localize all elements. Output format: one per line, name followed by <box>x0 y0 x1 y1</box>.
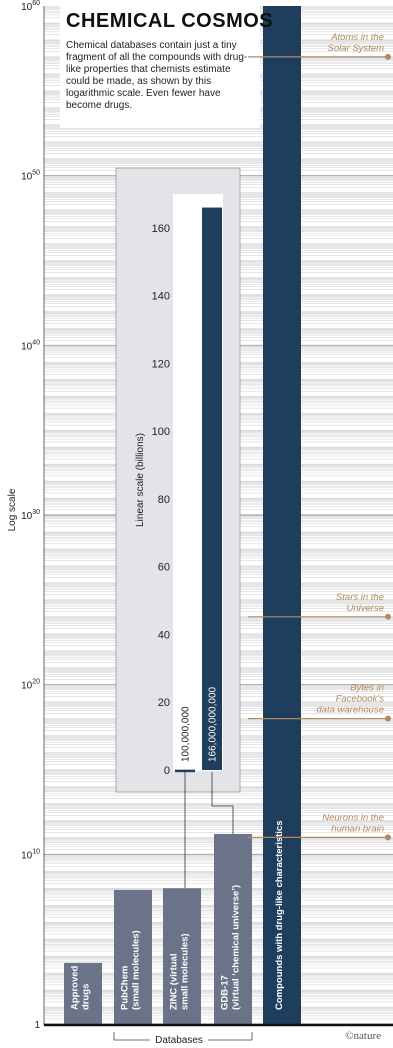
y-tick-label: 1050 <box>21 170 40 183</box>
linear-bar-1 <box>175 769 195 773</box>
bar-label-1: Approveddrugs <box>70 965 92 1010</box>
reference-label-2: Stars in the Universe <box>336 592 384 614</box>
y-tick-label: 1010 <box>21 848 40 861</box>
y-tick-label: 1060 <box>21 0 40 13</box>
linear-tick-label: 140 <box>152 291 170 303</box>
reference-dot-2 <box>385 613 391 620</box>
y-tick-label: 1020 <box>21 679 40 692</box>
linear-tick-label: 40 <box>158 629 170 641</box>
reference-dot-4 <box>385 834 391 841</box>
linear-tick-label: 160 <box>152 223 170 235</box>
linear-tick-label: 20 <box>158 697 170 709</box>
bar-1 <box>64 962 102 1024</box>
nature-credit: ©nature <box>345 1030 381 1042</box>
bar-label-5: Compounds with drug-like characteristics <box>274 820 285 1010</box>
reference-label-4: Neurons in the human brain <box>322 812 384 834</box>
linear-tick-label: 60 <box>158 562 170 574</box>
reference-label-3: Bytes in Facebook’s data warehouse <box>316 683 384 716</box>
chart-title: CHEMICAL COSMOS <box>66 10 274 32</box>
linear-tick-label: 0 <box>164 765 170 777</box>
chart-subtitle: Chemical databases contain just a tiny f… <box>66 40 248 111</box>
bar-2 <box>114 889 152 1024</box>
linear-tick-label: 80 <box>158 494 170 506</box>
bar-4 <box>214 833 252 1024</box>
linear-tick-label: 120 <box>152 358 170 370</box>
bar-5 <box>263 6 301 1024</box>
linear-bar-label-1: 100,000,000 <box>181 706 192 762</box>
bar-label-4: GDB-17(virtual ‘chemical universe’) <box>220 885 242 1010</box>
reference-dot-1 <box>385 53 391 60</box>
y-tick-label: 1040 <box>21 339 40 352</box>
y-tick-label: 1 <box>34 1020 40 1031</box>
linear-bar-2 <box>202 207 222 770</box>
databases-label: Databases <box>155 1035 203 1046</box>
linear-axis-label: Linear scale (billions) <box>135 433 146 527</box>
reference-dot-3 <box>385 715 391 722</box>
connector-gdb17 <box>211 772 234 834</box>
reference-label-1: Atoms in the Solar System <box>328 32 385 54</box>
databases-bracket <box>113 1032 253 1041</box>
bar-3 <box>163 888 201 1024</box>
bar-label-2: PubChem(small molecules) <box>120 930 142 1010</box>
bar-label-3: ZINC (virtualsmall molecules) <box>169 933 191 1010</box>
linear-tick-label: 100 <box>152 426 170 438</box>
y-axis-label: Log scale <box>7 488 18 531</box>
y-tick-label: 1030 <box>21 509 40 522</box>
linear-bar-label-2: 166,000,000,000 <box>208 686 219 762</box>
